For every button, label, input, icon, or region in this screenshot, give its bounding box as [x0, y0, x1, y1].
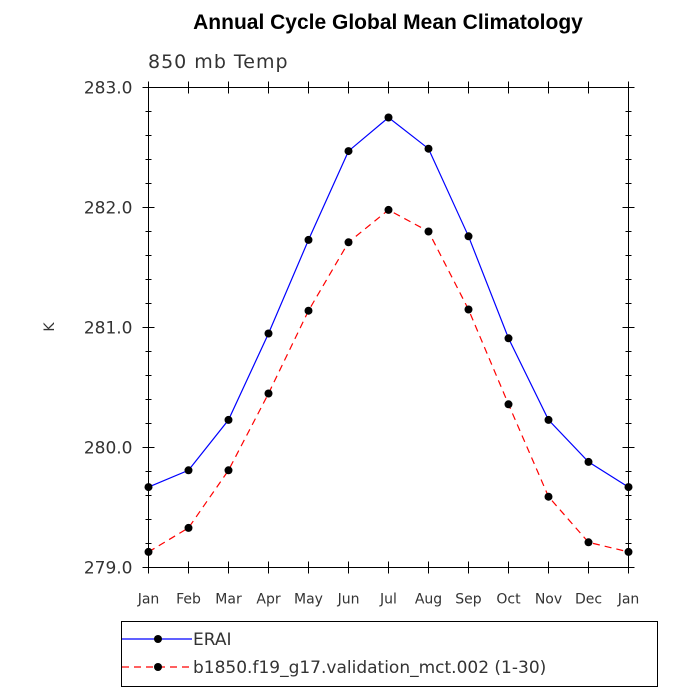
x-tick-label: Jul — [379, 592, 397, 608]
y-axis-label: K — [42, 322, 58, 332]
series-1-point — [424, 144, 433, 153]
legend-box — [121, 621, 658, 687]
y-tick-labels: 279.0 280.0 281.0 282.0 283.0 — [84, 79, 133, 579]
x-tick-label: Dec — [575, 592, 602, 608]
x-tick-label: Jan — [617, 592, 640, 608]
x-tick-label: Nov — [535, 592, 562, 608]
series-2-point — [344, 238, 353, 247]
legend-label-1: ERAI — [193, 630, 232, 650]
series-1-point — [144, 483, 153, 492]
x-tick-label: Apr — [256, 592, 280, 608]
series-2-point — [424, 227, 433, 236]
x-tick-label: Sep — [455, 592, 482, 608]
series-2-point — [624, 547, 633, 556]
legend: ERAI b1850.f19_g17.validation_mct.002 (1-… — [121, 621, 658, 687]
x-tick-label: Jan — [137, 592, 160, 608]
series-2-point — [504, 400, 513, 409]
series-1-point — [184, 466, 193, 475]
legend-marker-2 — [154, 663, 162, 671]
series-1-point — [464, 232, 473, 241]
series-2-point — [224, 466, 233, 475]
series-1-point — [224, 415, 233, 424]
series-2-point — [144, 547, 153, 556]
x-tick-label: Feb — [176, 592, 201, 608]
x-tick-label: May — [294, 592, 323, 608]
y-tick-label: 283.0 — [84, 79, 133, 99]
plot-frame — [148, 87, 629, 568]
series-1-point — [504, 334, 513, 343]
series-lines — [144, 113, 633, 556]
legend-label-2: b1850.f19_g17.validation_mct.002 (1-30) — [193, 658, 546, 678]
series-2-point — [584, 538, 593, 547]
series-1-point — [304, 235, 313, 244]
series-1-point — [584, 457, 593, 466]
series-1-point — [624, 483, 633, 492]
x-tick-label: Oct — [496, 592, 521, 608]
series-2-point — [544, 492, 553, 501]
series-2-point — [184, 523, 193, 532]
axis-ticks — [142, 81, 635, 574]
series-1-point — [264, 329, 273, 338]
chart-title: Annual Cycle Global Mean Climatology — [193, 11, 583, 34]
series-1-point — [344, 147, 353, 156]
series-1-point — [544, 415, 553, 424]
x-tick-label: Jun — [337, 592, 360, 608]
y-tick-label: 280.0 — [84, 439, 133, 459]
series-1-point — [384, 113, 393, 122]
series-2-point — [304, 306, 313, 315]
y-tick-label: 279.0 — [84, 559, 133, 579]
x-tick-label: Aug — [415, 592, 442, 608]
legend-items: ERAI b1850.f19_g17.validation_mct.002 (1-… — [122, 630, 546, 678]
series-line-2 — [148, 209, 629, 553]
legend-marker-1 — [154, 635, 162, 643]
series-line-1 — [148, 116, 629, 488]
series-2-point — [464, 305, 473, 314]
series-2-point — [264, 389, 273, 398]
x-tick-label: Mar — [215, 592, 242, 608]
chart-subtitle: 850 mb Temp — [148, 51, 289, 73]
series-2-point — [384, 205, 393, 214]
y-tick-label: 282.0 — [84, 199, 133, 219]
y-tick-label: 281.0 — [84, 319, 133, 339]
x-tick-labels: Jan Feb Mar Apr May Jun Jul Aug Sep Oct Nov Dec Jan — [137, 592, 640, 608]
